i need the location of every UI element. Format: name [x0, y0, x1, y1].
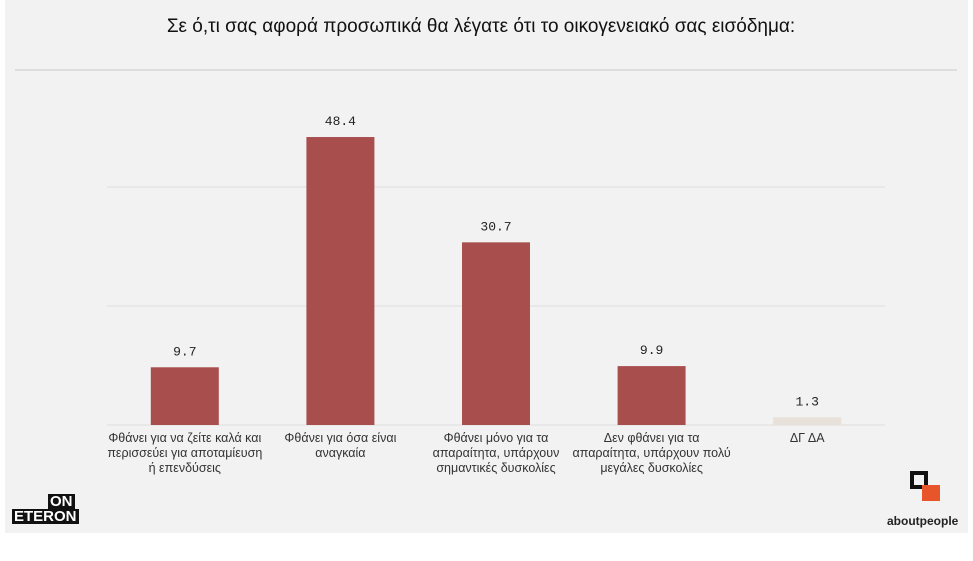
value-label: 48.4 — [325, 114, 356, 129]
bar — [773, 417, 842, 425]
value-label: 1.3 — [795, 394, 818, 409]
logo-mark — [910, 471, 940, 501]
x-tick-label: Δεν φθάνει για τα απαραίτητα, υπάρχουν π… — [572, 431, 731, 475]
value-label: 30.7 — [480, 219, 511, 234]
logo-text: ETERON — [12, 508, 79, 525]
x-tick-label: Φθάνει για όσα είναι αναγκαία — [284, 431, 397, 460]
logo-text: ON — [48, 493, 75, 510]
value-label: 9.7 — [173, 344, 196, 359]
logo-eteron: ON ETERON — [12, 494, 79, 524]
x-tick-label: ΔΓ ΔΑ — [789, 431, 825, 445]
bar — [306, 137, 375, 425]
value-label: 9.9 — [640, 343, 663, 358]
x-tick-label: Φθάνει μόνο για τα απαραίτητα, υπάρχουν … — [432, 431, 560, 475]
bar — [617, 366, 686, 425]
x-tick-label: Φθάνει για να ζείτε καλά και περισσεύει … — [107, 431, 263, 475]
bar — [150, 367, 219, 425]
chart-title: Σε ό,τι σας αφορά προσωπικά θα λέγατε ότ… — [167, 16, 795, 37]
bar — [462, 242, 530, 425]
logo-aboutpeople: aboutpeople — [887, 514, 959, 528]
